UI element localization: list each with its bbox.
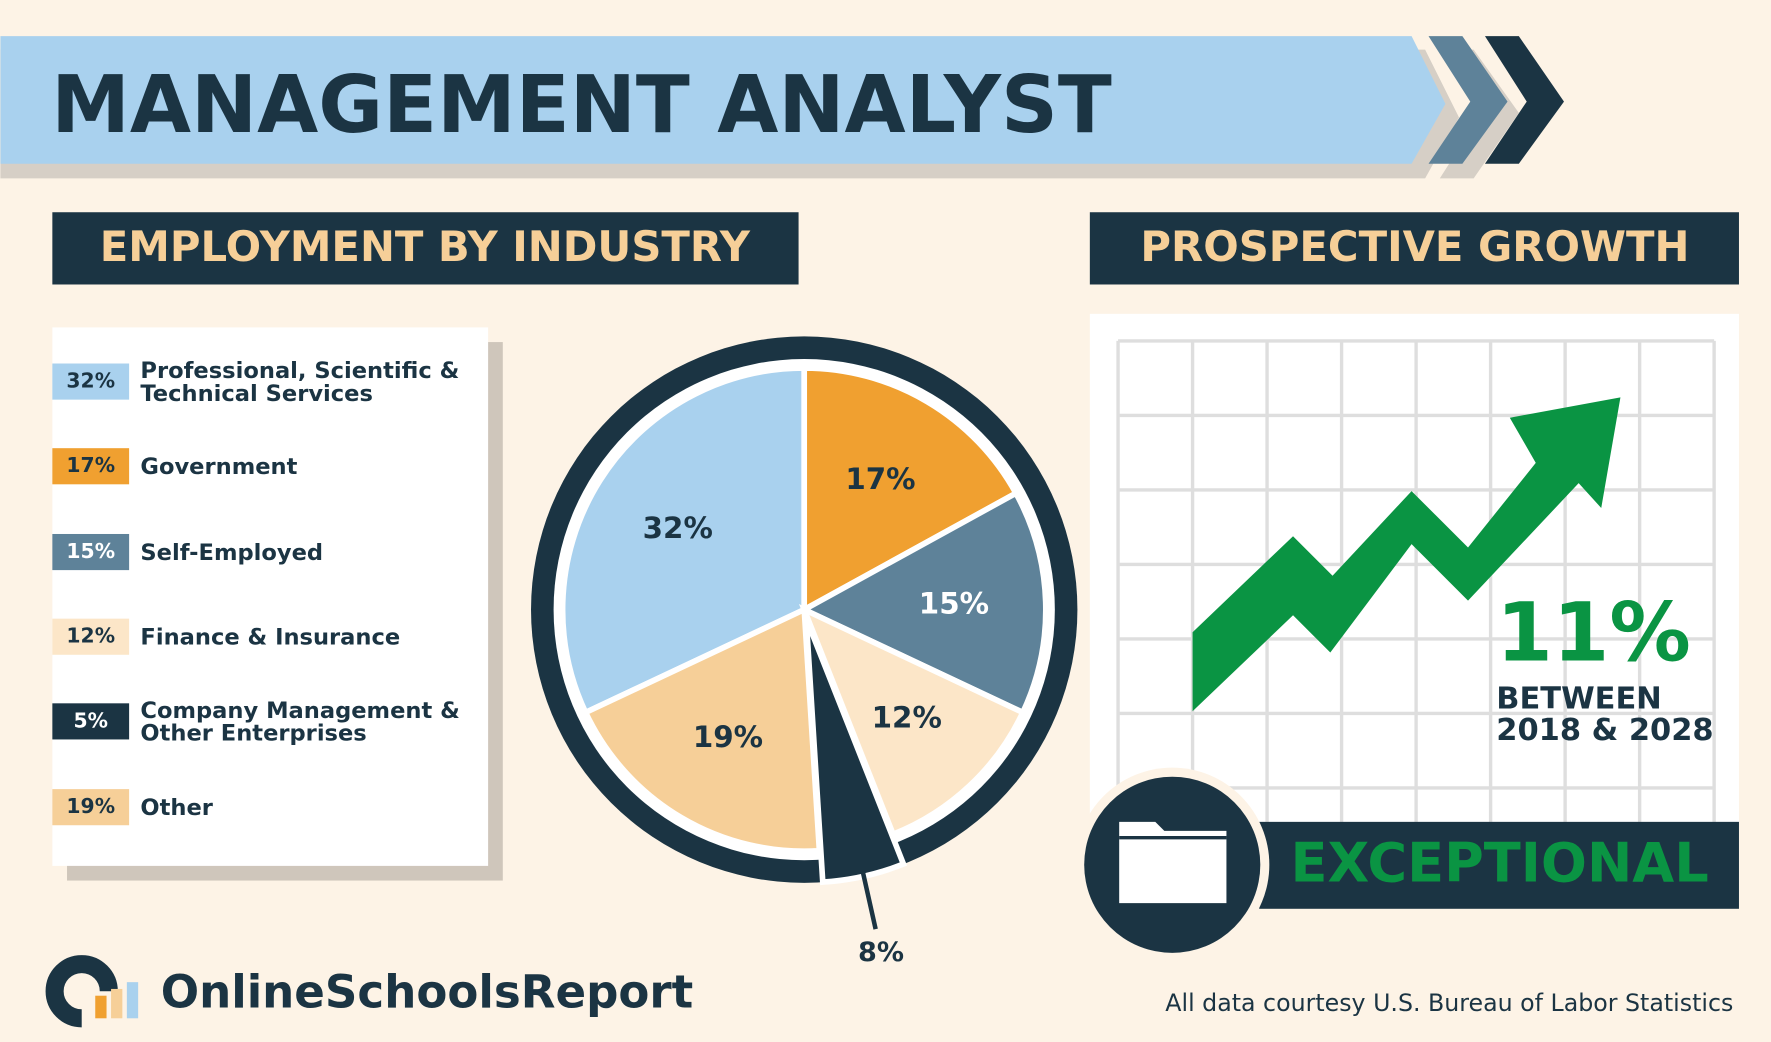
legend-swatch [52,533,130,571]
legend-swatch [52,363,130,400]
logo-bar [126,982,139,1019]
chevron [1484,36,1564,164]
pie-chart: 32% 17% 15% 12% 8% 19% [531,336,1078,968]
legend-swatch [52,703,130,740]
legend-label: Government [140,454,298,480]
legend-label-box: Finance & Insurance [140,625,401,651]
legend-label: Other [140,795,213,821]
legend-value: 17% [66,453,115,477]
legend-swatch [52,448,130,485]
legend-label-box: Other [140,795,213,821]
legend-value: 12% [66,624,115,648]
legend-label: Finance & Insurance [140,625,401,651]
pie-slice [581,605,823,855]
slice-label: 12% [872,700,942,734]
legend-swatch [52,618,130,655]
legend-value: 15% [66,539,115,563]
leader-line [860,871,878,930]
growth-title: PROSPECTIVE GROWTH [1140,222,1689,271]
page-title: MANAGEMENT ANALYST [51,59,1112,151]
section-header [1089,212,1739,285]
slice-label: 8% [858,937,904,968]
logo-bar [111,988,123,1019]
slice-label: 32% [643,511,713,545]
legend-label: Professional, Scientific & Technical Ser… [140,358,460,407]
growth-period: 2018 & 2028 [1496,713,1713,748]
legend-label-box: Company Management & Other Enterprises [140,698,460,747]
legend-value: 19% [66,794,115,818]
legend-label-box: Self-Employed [140,540,324,566]
slice-label: 17% [845,462,915,496]
pie-slice [798,604,1027,838]
chevron [1428,36,1508,164]
logo-bar [95,995,107,1019]
legend-label: Company Management & Other Enterprises [140,698,460,747]
brand: OnlineSchoolsReport [161,966,694,1019]
slice-label: 15% [919,586,989,620]
legend-label-box: Government [140,454,298,480]
header-band [0,36,1446,164]
legend-value: 32% [66,369,115,393]
growth-arrow [1192,397,1621,712]
slice-label: 19% [693,720,763,754]
rating-bar [1259,821,1739,909]
pie-slice [798,489,1049,717]
pie-slice [559,365,808,717]
legend-swatch [52,789,130,826]
chart-title: EMPLOYMENT BY INDUSTRY [100,222,751,271]
legend-label-box: Professional, Scientific & Technical Ser… [140,358,460,407]
legend-panel [52,327,489,866]
section-header [52,212,799,285]
pie-slice [801,365,1020,615]
legend-label: Self-Employed [140,540,324,566]
source: All data courtesy U.S. Bureau of Labor S… [1165,989,1733,1017]
growth-value: 11% [1496,586,1691,680]
growth-period: BETWEEN [1496,681,1662,716]
folder-icon [1119,821,1227,904]
legend-value: 5% [73,708,107,732]
logo-arc [45,955,118,1028]
legend: 32% Professional, Scientific & Technical … [52,358,460,826]
rating: EXCEPTIONAL [1291,832,1709,895]
